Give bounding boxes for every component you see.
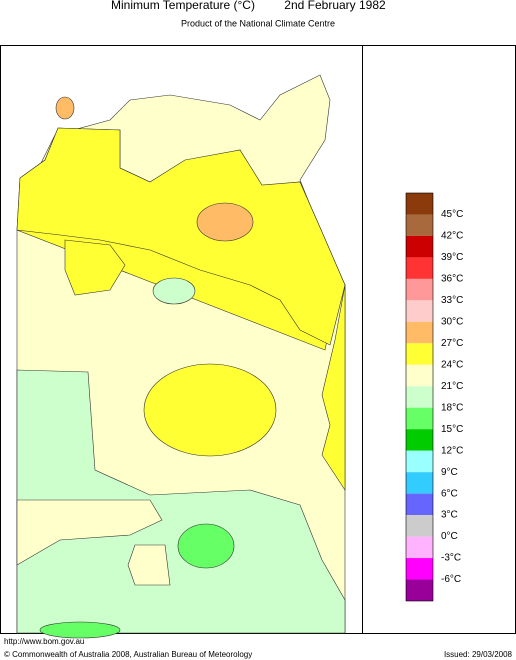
- legend-swatch: [406, 536, 433, 559]
- title: Minimum Temperature (°C): [111, 0, 255, 12]
- legend-label: 45°C: [441, 209, 463, 220]
- legend-label: 15°C: [441, 424, 463, 435]
- legend-swatch: [406, 278, 433, 301]
- legend-swatch: [406, 515, 433, 537]
- issued: Issued: 29/03/2008: [444, 650, 513, 659]
- copyright: © Commonwealth of Australia 2008, Austra…: [4, 650, 252, 659]
- legend-swatch: [406, 300, 433, 322]
- url: http://www.bom.gov.au: [4, 637, 84, 646]
- legend-label: 18°C: [441, 402, 463, 413]
- legend-label: 12°C: [441, 445, 463, 456]
- legend-swatch: [406, 343, 433, 365]
- legend-label: 6°C: [441, 488, 458, 499]
- legend-label: 21°C: [441, 381, 463, 392]
- legend-swatch: [406, 429, 433, 451]
- legend-swatch: [406, 579, 433, 601]
- legend-swatch: [406, 364, 433, 387]
- legend-swatch: [406, 450, 433, 473]
- legend-swatch: [406, 493, 433, 516]
- legend-label: 36°C: [441, 274, 463, 285]
- subtitle: Product of the National Climate Centre: [181, 18, 335, 28]
- map: [0, 45, 363, 639]
- legend-label: -6°C: [441, 574, 461, 585]
- legend-label: 39°C: [441, 252, 463, 263]
- legend-frame: [362, 45, 516, 634]
- legend-swatch: [406, 386, 433, 408]
- legend-label: 27°C: [441, 338, 463, 349]
- legend-swatch: [406, 407, 433, 430]
- legend-label: 9°C: [441, 467, 458, 478]
- legend-label: 33°C: [441, 295, 463, 306]
- legend-label: 24°C: [441, 359, 463, 370]
- legend-label: 0°C: [441, 531, 458, 542]
- legend-swatch: [406, 235, 433, 258]
- legend-label: -3°C: [441, 553, 461, 564]
- legend-swatch: [406, 257, 433, 279]
- legend-swatch: [406, 321, 433, 344]
- legend-label: 3°C: [441, 510, 458, 521]
- legend-swatch: [406, 558, 433, 580]
- legend-swatch: [406, 472, 433, 494]
- date: 2nd February 1982: [284, 0, 386, 12]
- legend-label: 30°C: [441, 316, 463, 327]
- legend: 45°C 42°C 39°C 36°C 33°C 30°C 27°C 24°C 21°C 18°C…: [405, 192, 463, 602]
- legend-swatch: [406, 214, 433, 236]
- legend-swatch: [406, 193, 433, 215]
- legend-border: [405, 192, 434, 602]
- legend-label: 42°C: [441, 231, 463, 242]
